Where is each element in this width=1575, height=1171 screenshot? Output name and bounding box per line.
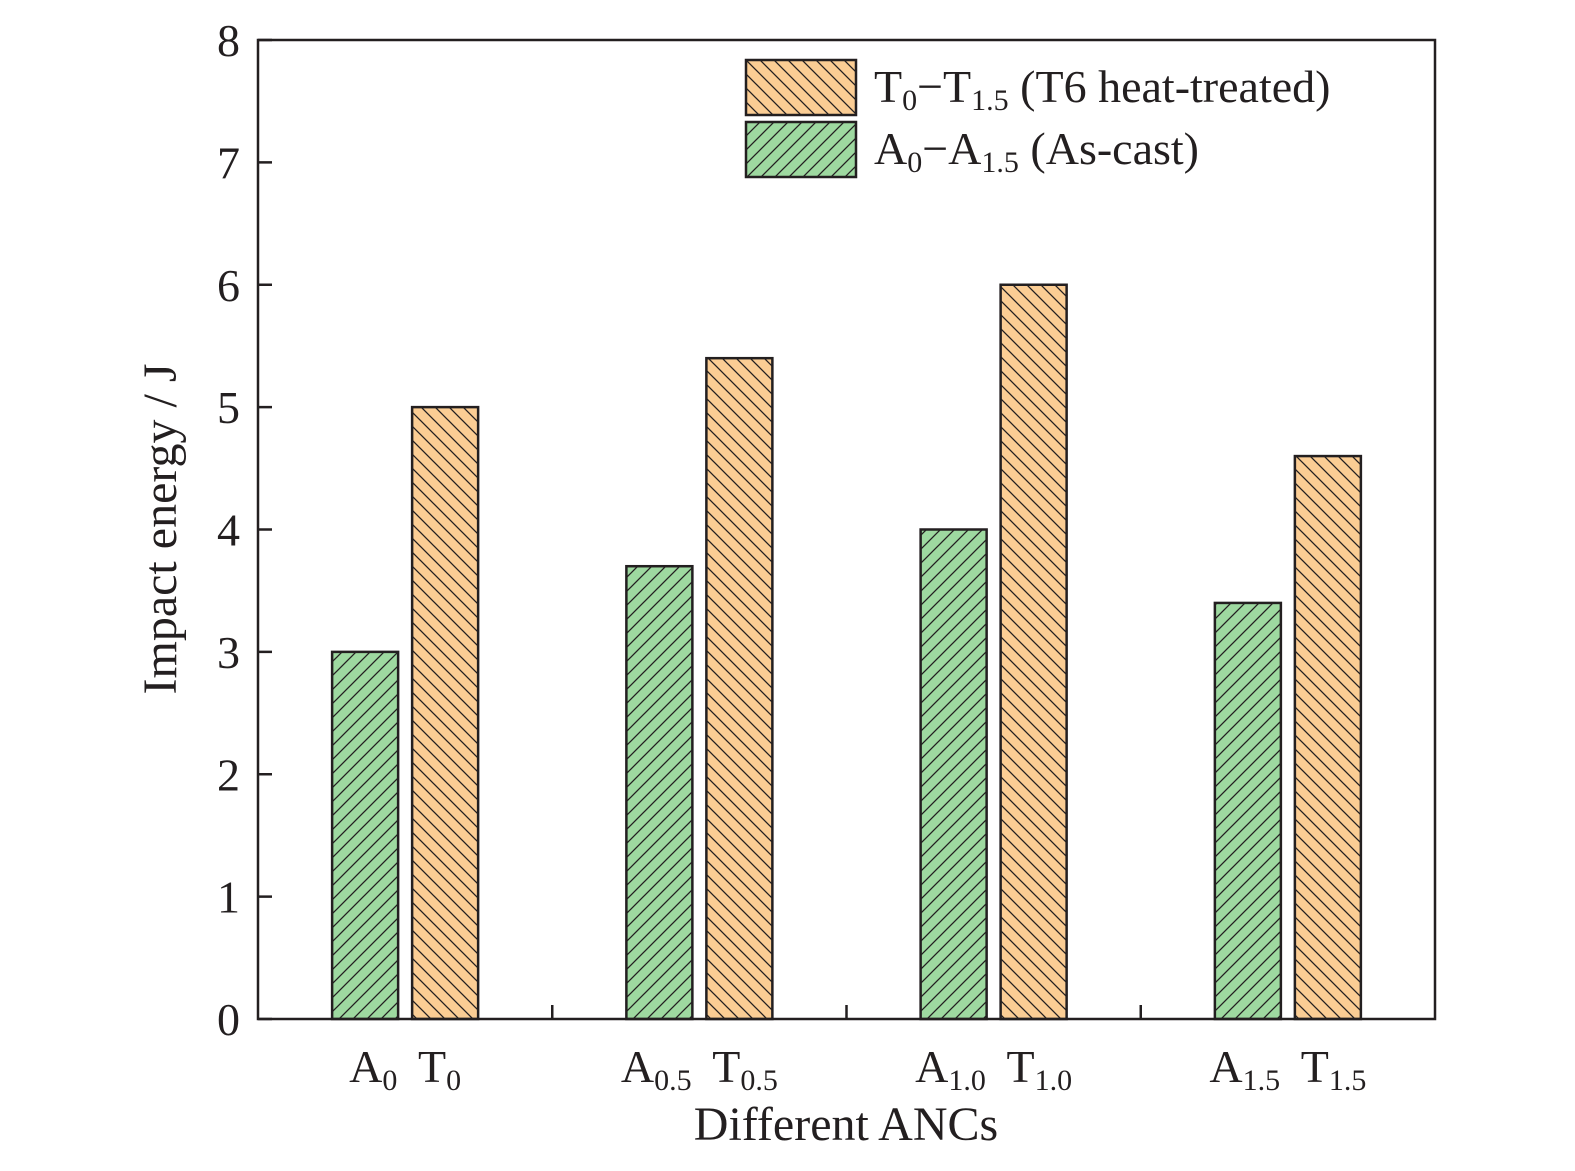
bar-hatch [625,564,694,1021]
legend-swatch [744,58,858,117]
category-label-main: A [1209,1041,1242,1092]
legend-label-main: T [874,61,902,112]
category-label-1: A0.5 T0.5 [621,1041,778,1097]
category-label-main: T [1292,1041,1329,1092]
bar-hatch [1213,601,1283,1021]
tick-labels-layer: 0 1 2 3 4 5 6 7 8 [217,15,240,1045]
legend-label-sub: 1.5 [981,146,1019,179]
legend-label-sub: 0 [902,84,917,117]
category-label-main: A [915,1041,948,1092]
category-label-sub: 1.5 [1243,1064,1281,1097]
legend-swatch [744,120,858,179]
legend-label: A0−A1.5 (As-cast) [874,123,1199,179]
category-label-sub: 0 [446,1064,461,1097]
y-tick-label: 2 [217,749,240,800]
y-axis-title: Impact energy / J [134,363,187,694]
category-label-sub: 1.0 [948,1064,986,1097]
legend-label-main: (As-cast) [1019,123,1199,174]
axes-layer [256,38,1437,1021]
y-tick-label: 0 [217,994,240,1045]
bar-as-cast-0 [330,650,400,1021]
category-label-main: A [349,1041,382,1092]
category-label-main: A [621,1041,654,1092]
bars-layer [330,283,1363,1021]
category-label-sub: 0 [382,1064,397,1097]
y-tick-label: 3 [217,627,240,678]
bar-hatch [330,650,400,1021]
legend: T0−T1.5 (T6 heat-treated)A0−A1.5 (As-cas… [744,58,1330,179]
y-tick-label: 7 [217,137,240,188]
x-axis-title: Different ANCs [694,1098,998,1151]
bar-as-cast-1 [625,564,694,1021]
y-tick-label: 4 [217,505,240,556]
category-label-sub: 0.5 [740,1064,778,1097]
bar-t6-3 [1293,454,1363,1021]
legend-label-main: (T6 heat-treated) [1009,61,1331,112]
category-label-main: T [997,1041,1034,1092]
y-tick-label: 5 [217,382,240,433]
category-label-main: T [409,1041,446,1092]
bar-t6-0 [410,405,480,1021]
y-tick-label: 1 [217,872,240,923]
category-label-2: A1.0 T1.0 [915,1041,1072,1097]
legend-label-main: −T [917,61,971,112]
legend-label-main: −A [922,123,981,174]
bar-hatch [1293,454,1363,1021]
bar-as-cast-2 [919,528,988,1021]
category-label-sub: 1.5 [1329,1064,1367,1097]
legend-label-sub: 1.5 [971,84,1009,117]
legend-label: T0−T1.5 (T6 heat-treated) [874,61,1330,117]
bar-as-cast-3 [1213,601,1283,1021]
category-label-sub: 1.0 [1035,1064,1073,1097]
legend-entry-as-cast: A0−A1.5 (As-cast) [744,120,1199,179]
category-label-sub: 0.5 [654,1064,692,1097]
legend-label-sub: 0 [907,146,922,179]
bar-hatch [410,405,480,1021]
legend-entry-t6: T0−T1.5 (T6 heat-treated) [744,58,1330,117]
legend-label-main: A [874,123,907,174]
category-labels-layer: A0 T0 A0.5 T0.5 A1.0 T1.0 A1.5 T1.5 [349,1041,1366,1097]
y-tick-label: 8 [217,15,240,66]
category-label-3: A1.5 T1.5 [1209,1041,1366,1097]
y-tick-label: 6 [217,260,240,311]
bar-hatch [999,283,1068,1021]
category-label-0: A0 T0 [349,1041,461,1097]
bar-hatch [705,356,774,1021]
bar-hatch [919,528,988,1021]
category-label-main: T [703,1041,740,1092]
bar-t6-1 [705,356,774,1021]
bar-t6-2 [999,283,1068,1021]
